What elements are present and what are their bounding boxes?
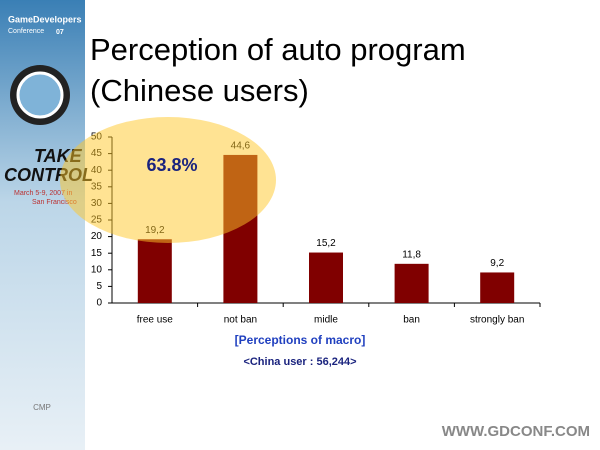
event-city: San Francisco [32,199,77,206]
highlight [60,117,276,243]
event-name: GameDevelopers [8,14,82,24]
url: WWW.GDCONF.COM [442,423,590,440]
bar [394,263,429,303]
bar [309,252,343,303]
chart-title-line: (Chinese users) [90,73,309,108]
publisher: CMP [33,403,51,412]
y-tick-label: 10 [91,264,103,275]
value-label: 11,8 [402,249,421,260]
globe [16,71,64,119]
annotation: 63.8% [146,155,197,175]
y-tick-label: 15 [91,248,103,259]
y-tick-label: 0 [96,298,102,309]
x-axis-title: [Perceptions of macro] [235,333,366,347]
value-label: 15,2 [316,238,336,249]
bar [480,272,515,303]
x-tick-label: strongly ban [470,315,524,326]
event-sub: Conference [8,28,44,35]
event-year: 07 [56,29,64,36]
event-dates: March 5-9, 2007 in [14,190,72,197]
y-tick-label: 5 [96,281,102,292]
x-tick-label: not ban [224,315,257,326]
x-tick-label: free use [137,315,174,326]
chart-title-line: Perception of auto program [90,32,466,67]
x-tick-label: ban [403,315,420,326]
chart-note: <China user : 56,244> [243,356,356,368]
bar [137,239,172,303]
x-tick-label: midle [314,315,338,326]
y-tick-label: 20 [91,231,103,242]
value-label: 9,2 [490,258,504,269]
